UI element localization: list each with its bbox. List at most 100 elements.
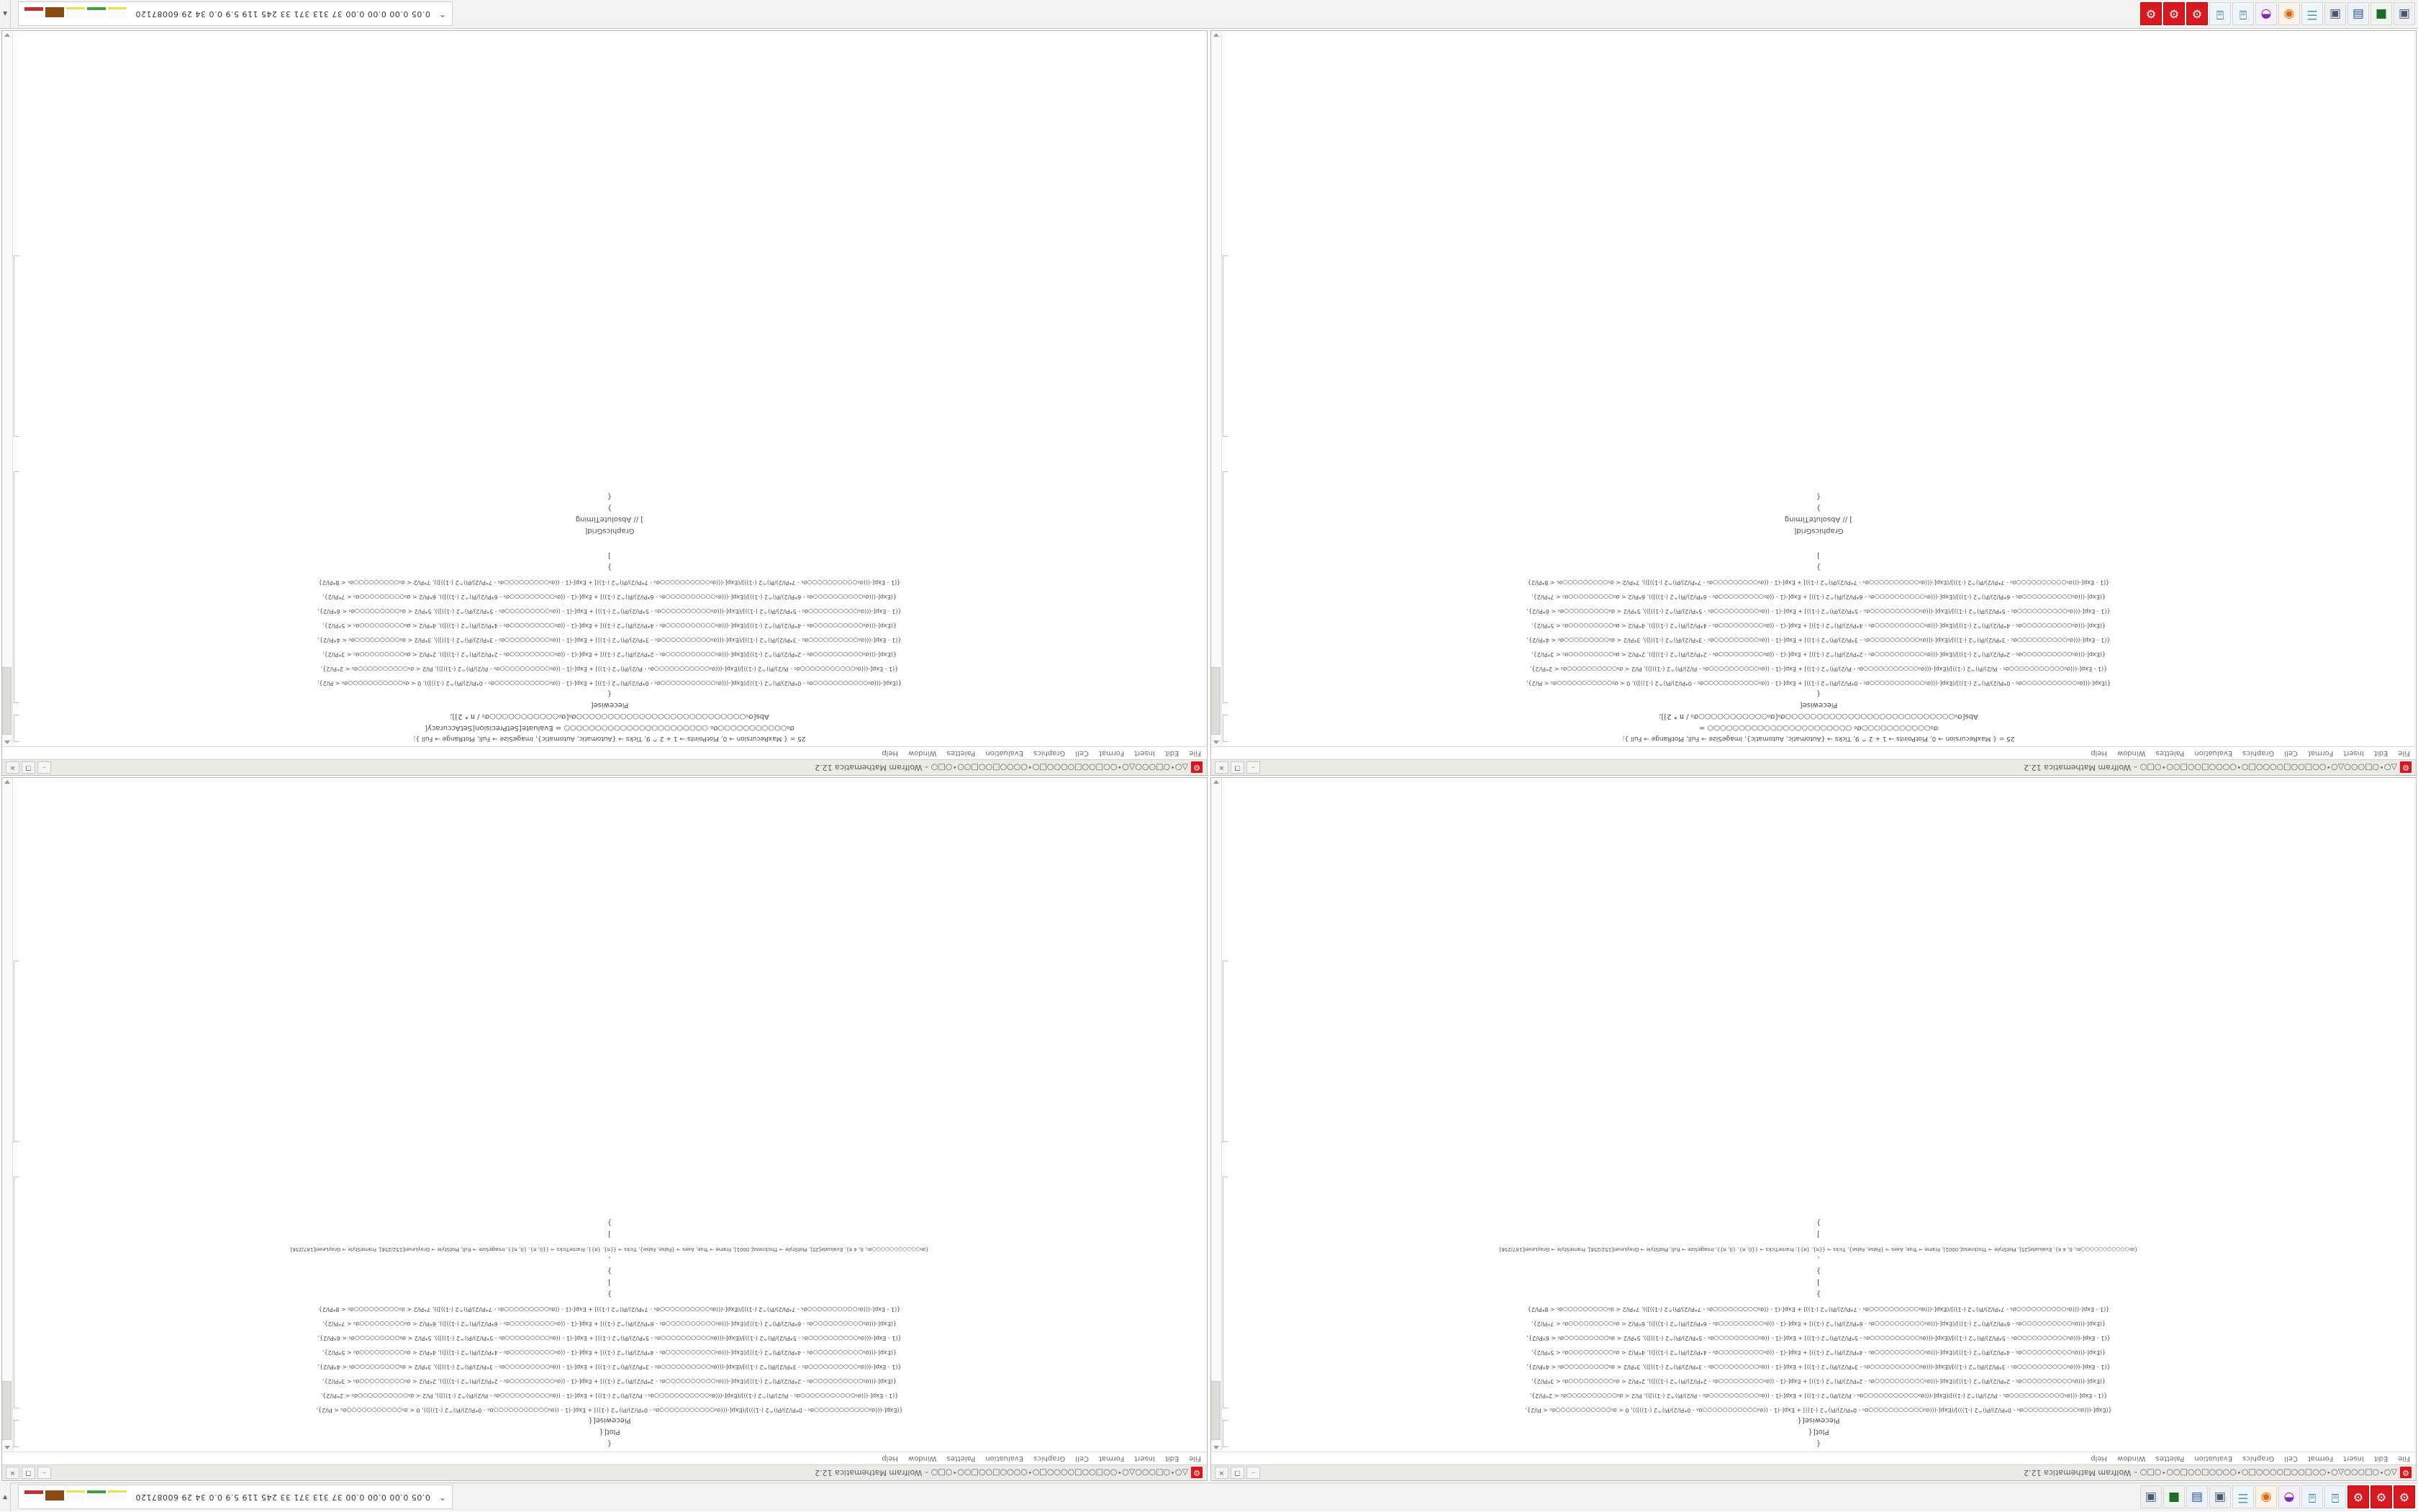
maximize-button[interactable]: ❐ xyxy=(1231,761,1244,774)
notebook-line[interactable]: {(Exp[-(((σ₀○○○○○○○○○○σ₀ - 6*Pi/2)/Pi)^2… xyxy=(322,1321,897,1327)
close-button[interactable]: ✕ xyxy=(6,761,19,774)
notebook-canvas[interactable]: 25 = { MaxRecursion → 0, PlotPoints → 1 … xyxy=(1221,31,2416,746)
calculator-icon[interactable]: ⌸ xyxy=(2324,1485,2346,1509)
menu-item-edit[interactable]: Edit xyxy=(1164,749,1179,757)
notebook-line[interactable]: Abs[σ₀○○○○○○○○○○○○○○○○○○○○○○○○○○○σ₀[σ₀○○… xyxy=(1659,712,1978,720)
notebook-line[interactable]: Plot[{ xyxy=(1808,1428,1829,1436)
notebook-body[interactable]: {Plot[{Piecewise[{{(Exp[-(((σ₀○○○○○○○○○○… xyxy=(2,778,1207,1452)
wolfram-mathematica-icon[interactable]: ⚙ xyxy=(2140,2,2162,26)
screenshot-icon[interactable]: ▣ xyxy=(2394,2,2415,26)
menu-item-insert[interactable]: Insert xyxy=(1134,1454,1155,1462)
notebook-line[interactable]: , xyxy=(608,1255,611,1263)
menu-item-help[interactable]: Help xyxy=(2091,749,2108,757)
minimize-button[interactable]: – xyxy=(1246,761,1260,774)
menu-item-cell[interactable]: Cell xyxy=(1075,1454,1089,1462)
notebook-window[interactable]: ⚙ △○⋆○□○○○△○⋆○○□○○□○○○○□○⋆○○○○□○○□○○⋆○□○… xyxy=(1,30,1208,776)
scroll-down-icon[interactable] xyxy=(1213,780,1219,784)
minimize-button[interactable]: – xyxy=(1246,1467,1260,1479)
wolfram-mathematica-icon[interactable]: ⚙ xyxy=(2163,2,2185,26)
notebook-line[interactable]: , xyxy=(1817,1255,1820,1263)
notebook-line[interactable]: σ₀○○○○○○○○○○○σ₀ ○○○○○○○○○○○○○○○○○○○○○○○ … xyxy=(425,724,794,732)
menu-item-palettes[interactable]: Palettes xyxy=(946,1454,976,1462)
notebook-line[interactable]: ] xyxy=(608,1278,611,1286)
notebook-line[interactable]: { xyxy=(1816,689,1821,697)
system-monitor-icon[interactable]: ▣ xyxy=(2324,2,2346,26)
notebook-line[interactable]: {(1 - Exp[-(((σ₀○○○○○○○○○○σ₀ - 3*Pi/2)/P… xyxy=(1526,1364,2111,1370)
notebook-line[interactable]: Piecewise[ xyxy=(1799,701,1838,709)
notebook-line[interactable]: Plot[{ xyxy=(599,1428,620,1436)
calculator-icon[interactable]: ⌸ xyxy=(2209,2,2231,26)
scroll-down-icon[interactable] xyxy=(4,33,10,37)
wolfram-mathematica-icon[interactable]: ⚙ xyxy=(2371,1485,2392,1509)
vertical-scrollbar[interactable] xyxy=(1211,778,1222,1452)
menu-item-graphics[interactable]: Graphics xyxy=(2242,1454,2275,1462)
window-controls[interactable]: – ❐ ✕ xyxy=(1213,761,1260,774)
notebook-line[interactable]: {(Exp[-(((σ₀○○○○○○○○○○σ₀ - 4*Pi/2)/Pi)^2… xyxy=(1531,623,2106,629)
window-controls[interactable]: – ❐ ✕ xyxy=(4,761,51,774)
scroll-up-icon[interactable] xyxy=(1213,741,1219,744)
menu-item-window[interactable]: Window xyxy=(908,749,937,757)
menu-item-insert[interactable]: Insert xyxy=(1134,749,1155,757)
notebook-line[interactable]: {(1 - Exp[-(((σ₀○○○○○○○○○○σ₀ - 5*Pi/2)/P… xyxy=(317,608,902,615)
notebook-body[interactable]: 25 = { MaxRecursion → 0, PlotPoints → 1 … xyxy=(2,31,1207,746)
text-editor-icon[interactable]: ☰ xyxy=(2301,2,2323,26)
notebook-line[interactable]: 25 = { MaxRecursion → 0, PlotPoints → 1 … xyxy=(413,735,806,742)
notebook-line[interactable]: ] xyxy=(1817,1230,1820,1238)
notebook-line[interactable]: {(1 - Exp[-(((σ₀○○○○○○○○○○σ₀ - 7*Pi/2)/P… xyxy=(1527,579,2110,586)
scrollbar-thumb[interactable] xyxy=(2,1381,12,1440)
menu-item-window[interactable]: Window xyxy=(2117,1454,2146,1462)
notebook-line[interactable]: {(Exp[-(((σ₀○○○○○○○○○○σ₀ - 2*Pi/2)/Pi)^2… xyxy=(1531,1378,2106,1385)
owl-app-icon[interactable]: ◓ xyxy=(2255,2,2277,26)
scroll-up-icon[interactable] xyxy=(4,741,10,744)
vertical-scrollbar[interactable] xyxy=(2,31,13,746)
notebook-canvas[interactable]: {Plot[{Piecewise[{{(Exp[-(((σ₀○○○○○○○○○○… xyxy=(12,778,1207,1452)
system-monitor-widget[interactable]: ⌃ 0.05 0.00 0.00 0.00 37 313 371 33 245 … xyxy=(18,1485,453,1510)
notebook-line[interactable]: σ₀○○○○○○○○○○○σ₀ ○○○○○○○○○○○○○○○○○○○○○○○ … xyxy=(1698,724,1939,732)
notebook-line[interactable]: ] xyxy=(608,551,611,559)
notebook-line[interactable]: } xyxy=(1816,1290,1821,1298)
minimize-button[interactable]: – xyxy=(37,1467,51,1479)
notebook-line[interactable]: } xyxy=(1816,1218,1821,1226)
menu-item-file[interactable]: File xyxy=(1189,1454,1201,1462)
window-titlebar[interactable]: ⚙ △○⋆○□○○○△○⋆○○□○○□○○○○□○⋆○○○○□○○□○○⋆○□○… xyxy=(1211,759,2416,775)
floppy-save-icon[interactable]: ▤ xyxy=(2186,1485,2208,1509)
notebook-line[interactable]: { xyxy=(1816,1439,1821,1447)
text-editor-icon[interactable]: ☰ xyxy=(2232,1485,2254,1509)
window-titlebar[interactable]: ⚙ △○⋆○□○○○△○⋆○○□○○□○○○○□○⋆○○○○□○○□○○⋆○□○… xyxy=(2,759,1207,775)
vertical-scrollbar[interactable] xyxy=(2,778,13,1452)
menu-item-format[interactable]: Format xyxy=(2307,749,2334,757)
notebook-line[interactable]: {(1 - Exp[-(((σ₀○○○○○○○○○○σ₀ - 7*Pi/2)/P… xyxy=(318,579,901,586)
notebook-line[interactable]: {(Exp[-(((σ₀○○○○○○○○○○σ₀ - 4*Pi/2)/Pi)^2… xyxy=(322,1349,897,1356)
notebook-line[interactable]: {(1 - Exp[-(((σ₀○○○○○○○○○○○σ₀ - Pi/2)/Pi… xyxy=(320,666,899,672)
menubar[interactable]: File Edit Insert Format Cell Graphics Evaluati… xyxy=(2,746,1207,759)
menu-item-graphics[interactable]: Graphics xyxy=(2242,749,2275,757)
notebook-line[interactable]: Piecewise[{ xyxy=(1797,1416,1840,1424)
notebook-line[interactable]: {(1 - Exp[-(((σ₀○○○○○○○○○○σ₀ - 7*Pi/2)/P… xyxy=(1527,1306,2110,1313)
menu-item-format[interactable]: Format xyxy=(1098,1454,1125,1462)
notebook-line[interactable]: GraphicsGrid[ xyxy=(584,527,635,535)
notebook-line[interactable]: } xyxy=(607,1218,612,1226)
notebook-window[interactable]: ⚙ △○⋆○□○○○△○⋆○○□○○□○○○○□○⋆○○○○□○○□○○⋆○□○… xyxy=(1,777,1208,1481)
menu-item-format[interactable]: Format xyxy=(1098,749,1125,757)
notebook-line[interactable]: ] // AbsoluteTiming xyxy=(575,515,644,523)
notebook-line[interactable]: } xyxy=(1816,504,1821,512)
taskbar-top-launchers[interactable]: ⚙ ⚙ ⚙ ⌸ ⌸ ◓ ◉ ☰ ▣ ▤ ■ ▣ xyxy=(2140,1485,2418,1509)
menu-item-help[interactable]: Help xyxy=(882,1454,899,1462)
close-button[interactable]: ✕ xyxy=(1215,761,1228,774)
cell-bracket[interactable] xyxy=(1223,471,1228,703)
window-controls[interactable]: – ❐ ✕ xyxy=(1213,1467,1260,1479)
notebook-line[interactable]: {(Exp[-(((σ₀○○○○○○○○○○σ₀ - 6*Pi/2)/Pi)^2… xyxy=(1531,1321,2106,1327)
menu-item-insert[interactable]: Insert xyxy=(2343,1454,2364,1462)
notebook-line[interactable]: { xyxy=(1816,492,1821,500)
terminal-icon[interactable]: ■ xyxy=(2163,1485,2185,1509)
cell-bracket[interactable] xyxy=(14,255,19,437)
taskbar-scroll-button[interactable]: ▲ xyxy=(0,0,11,29)
notebook-line[interactable]: {(Exp[-(((σ₀○○○○○○○○○○σ₀ - 4*Pi/2)/Pi)^2… xyxy=(322,623,897,629)
notebook-line[interactable]: {(1 - Exp[-(((σ₀○○○○○○○○○○σ₀ - 7*Pi/2)/P… xyxy=(318,1306,901,1313)
menu-item-window[interactable]: Window xyxy=(2117,749,2146,757)
menu-item-cell[interactable]: Cell xyxy=(2284,1454,2298,1462)
notebook-line[interactable]: {(1 - Exp[-(((σ₀○○○○○○○○○○σ₀ - 3*Pi/2)/P… xyxy=(317,1364,902,1370)
notebook-line[interactable]: } xyxy=(607,1290,612,1298)
cell-bracket[interactable] xyxy=(14,961,19,1142)
notebook-line[interactable]: {(1 - Exp[-(((σ₀○○○○○○○○○○σ₀ - 5*Pi/2)/P… xyxy=(1526,608,2111,615)
